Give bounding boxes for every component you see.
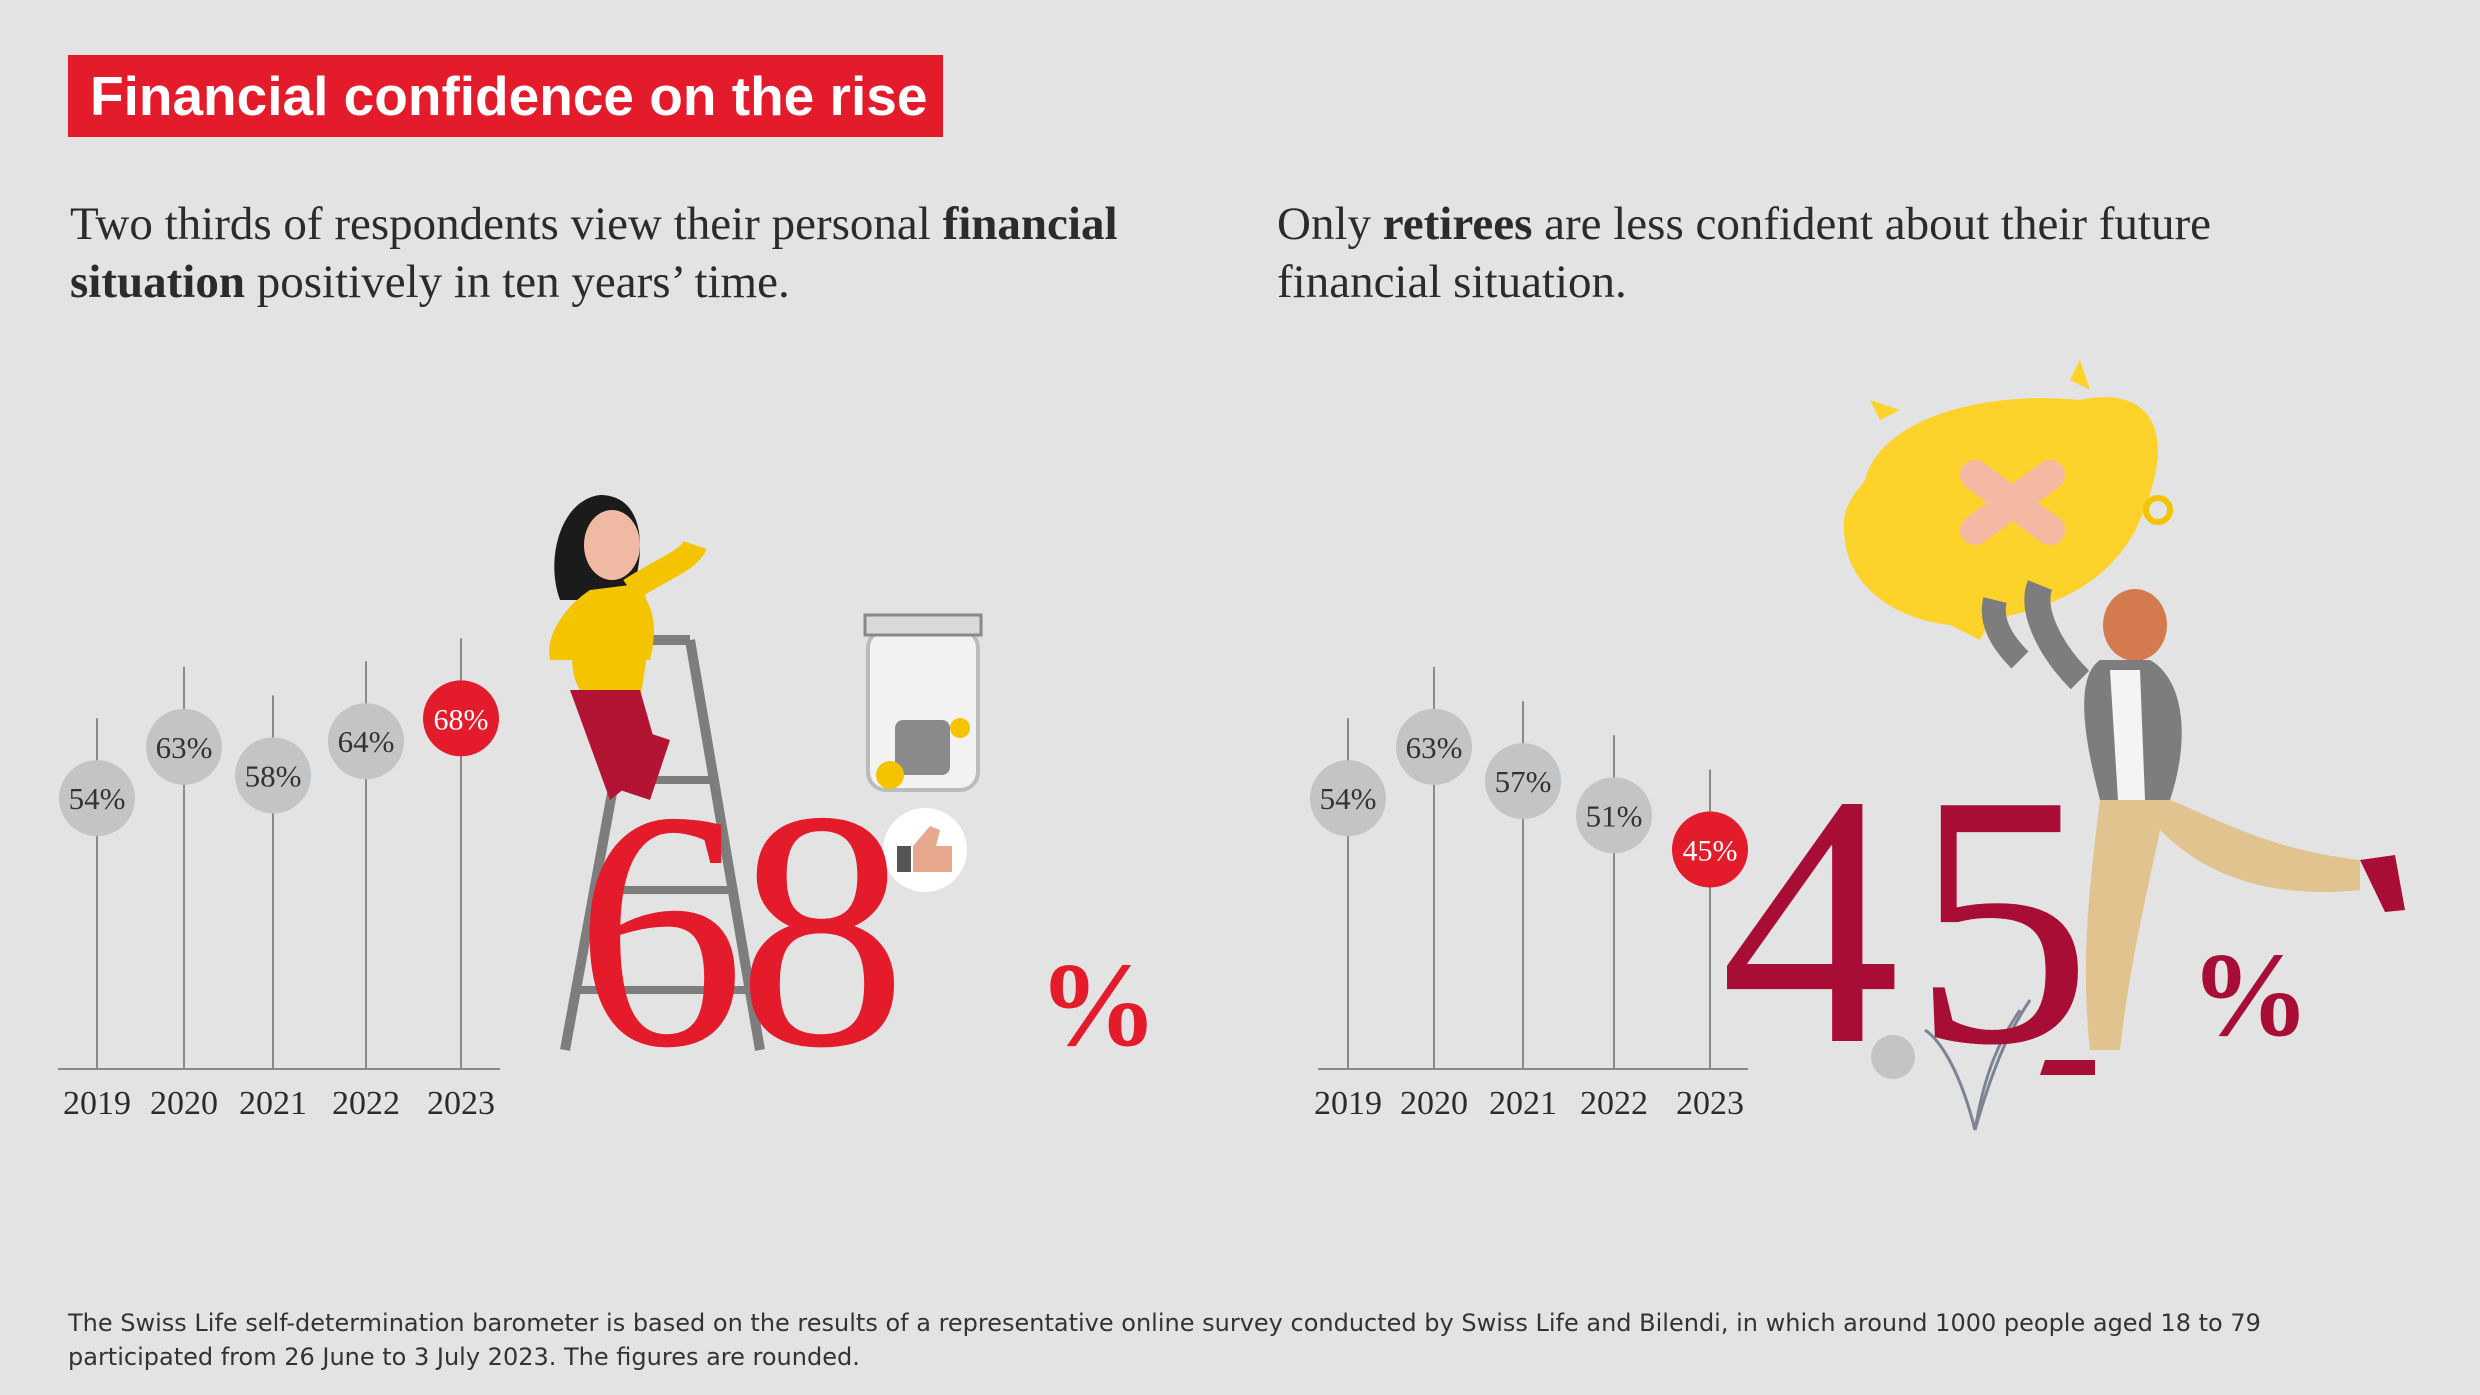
data-label: 63% <box>156 730 213 765</box>
x-tick-label: 2020 <box>150 1085 218 1122</box>
right-subtitle-bold: retirees <box>1382 198 1533 250</box>
data-label: 63% <box>1406 730 1463 765</box>
right-big-unit: % <box>2190 928 2310 1061</box>
data-label: 54% <box>69 781 126 816</box>
right-subtitle: Only retirees are less confident about t… <box>1277 195 2337 311</box>
data-label: 58% <box>245 758 302 793</box>
data-point <box>1485 743 1561 820</box>
x-tick-label: 2020 <box>1400 1085 1468 1122</box>
left-subtitle: Two thirds of respondents view their per… <box>70 195 1210 311</box>
x-tick-label: 2023 <box>427 1085 495 1122</box>
x-tick-label: 2021 <box>239 1085 307 1122</box>
data-label: 68% <box>434 703 489 736</box>
right-subtitle-part-a: Only <box>1277 198 1383 250</box>
left-big-unit: % <box>1038 938 1158 1071</box>
chart-right: 54% 2019 63% 2020 57% 2021 51% 2022 45% 2023 <box>1310 666 1748 1122</box>
piggy-bank-illustration <box>1843 360 2173 640</box>
data-point <box>59 760 135 837</box>
data-label: 64% <box>338 724 395 759</box>
left-subtitle-bold: financial situation <box>70 198 1118 308</box>
right-subtitle-part-c: are less confident about their future fi… <box>1277 198 2211 308</box>
data-label: 51% <box>1586 798 1643 833</box>
dropped-coin-illustration <box>1871 999 2032 1131</box>
data-point <box>235 737 311 814</box>
thumbs-up-badge <box>883 808 967 892</box>
data-point <box>146 708 222 785</box>
x-tick-label: 2022 <box>1580 1085 1648 1122</box>
data-point <box>1576 777 1652 854</box>
data-point <box>1396 708 1472 785</box>
data-point <box>1310 760 1386 837</box>
x-tick-label: 2019 <box>1314 1085 1382 1122</box>
chart-left: 54% 2019 63% 2020 58% 2021 64% 2022 68% 2023 <box>58 638 500 1122</box>
data-label: 54% <box>1320 781 1377 816</box>
data-point <box>328 703 404 780</box>
x-tick-label: 2022 <box>332 1085 400 1122</box>
woman-illustration <box>549 495 707 800</box>
page-title: Financial confidence on the rise <box>68 55 943 137</box>
footnote: The Swiss Life self-determination barome… <box>68 1309 2261 1371</box>
x-tick-label: 2019 <box>63 1085 131 1122</box>
x-tick-label: 2021 <box>1489 1085 1557 1122</box>
data-label: 45% <box>1683 835 1738 868</box>
data-point <box>1672 811 1748 888</box>
left-subtitle-part-a: Two thirds of respondents view their per… <box>70 198 943 250</box>
jar-illustration <box>863 613 983 792</box>
data-label: 57% <box>1495 764 1552 799</box>
x-tick-label: 2023 <box>1676 1085 1744 1122</box>
data-point <box>423 680 499 757</box>
right-big-value: 45 <box>1720 720 2104 1119</box>
man-illustration <box>1981 580 2405 1075</box>
left-subtitle-part-c: positively in ten years’ time. <box>245 256 790 308</box>
left-big-value: 68 <box>575 741 907 1118</box>
